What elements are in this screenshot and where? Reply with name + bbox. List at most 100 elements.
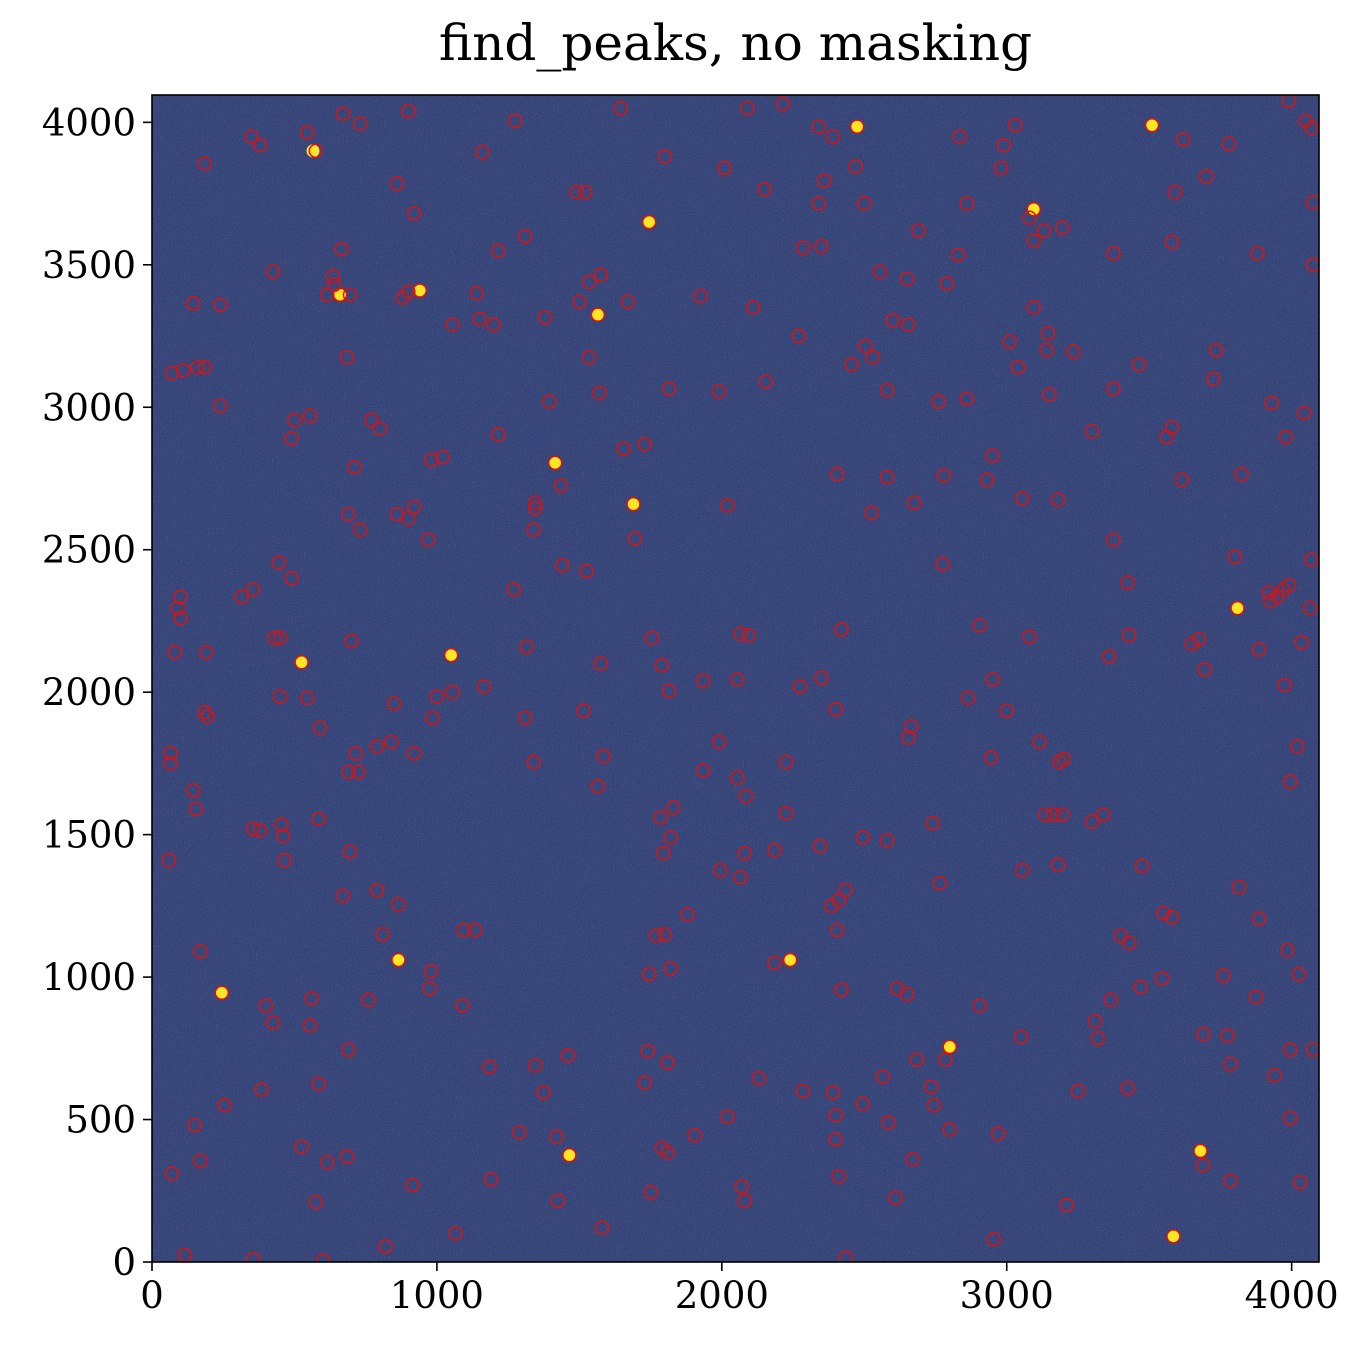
peak-marker-48 bbox=[334, 241, 349, 257]
peak-marker-358 bbox=[828, 1108, 844, 1123]
peak-marker-87 bbox=[1040, 325, 1056, 341]
peak-marker-136 bbox=[879, 469, 895, 485]
peak-marker-259 bbox=[1084, 814, 1100, 830]
peak-marker-363 bbox=[942, 1122, 958, 1137]
peak-marker-315 bbox=[899, 986, 915, 1002]
peak-marker-328 bbox=[1220, 1028, 1235, 1043]
peak-marker-295 bbox=[375, 927, 391, 942]
peak-marker-353 bbox=[1070, 1083, 1086, 1099]
peak-marker-274 bbox=[277, 853, 292, 868]
y-tick-label-1: 500 bbox=[65, 1099, 136, 1142]
peak-marker-82 bbox=[472, 311, 487, 327]
peak-marker-360 bbox=[1282, 1110, 1298, 1126]
peak-marker-149 bbox=[406, 499, 422, 515]
peak-marker-396 bbox=[378, 1239, 393, 1254]
peak-marker-264 bbox=[275, 828, 291, 844]
peak-marker-344 bbox=[1267, 1068, 1282, 1083]
peak-marker-267 bbox=[879, 833, 895, 848]
peak-marker-365 bbox=[990, 1126, 1006, 1142]
peak-marker-242 bbox=[341, 764, 356, 780]
peak-marker-178 bbox=[1302, 600, 1318, 616]
peak-marker-290 bbox=[1164, 910, 1180, 925]
peak-marker-362 bbox=[187, 1117, 202, 1133]
peak-marker-141 bbox=[553, 478, 569, 493]
y-axis: 0 500 1000 1500 2000 2500 3000 3500 4000 bbox=[42, 101, 152, 1284]
peak-marker-232 bbox=[163, 746, 178, 761]
peak-marker-252 bbox=[778, 806, 794, 821]
peak-marker-237 bbox=[1052, 754, 1067, 770]
peak-marker-379 bbox=[164, 1166, 180, 1181]
peak-marker-46 bbox=[911, 223, 926, 238]
peak-marker-320 bbox=[361, 992, 376, 1008]
peak-marker-230 bbox=[384, 734, 399, 750]
peak-marker-236 bbox=[983, 750, 999, 765]
peak-marker-17 bbox=[1144, 117, 1160, 133]
peak-marker-280 bbox=[932, 875, 948, 891]
peak-marker-50 bbox=[795, 240, 811, 255]
peak-marker-113 bbox=[542, 394, 557, 409]
peak-marker-160 bbox=[1304, 552, 1319, 567]
peak-marker-172 bbox=[1261, 585, 1277, 600]
peak-marker-187 bbox=[344, 633, 359, 649]
peak-marker-207 bbox=[476, 679, 492, 694]
peak-marker-305 bbox=[663, 961, 678, 976]
peak-marker-85 bbox=[885, 313, 901, 328]
peak-marker-95 bbox=[582, 350, 597, 365]
peak-marker-161 bbox=[271, 555, 287, 570]
peak-marker-306 bbox=[423, 964, 439, 979]
peak-marker-250 bbox=[666, 800, 681, 815]
peak-marker-271 bbox=[737, 845, 752, 861]
peak-marker-399 bbox=[315, 1253, 331, 1262]
peak-marker-330 bbox=[1090, 1031, 1106, 1046]
y-tick-label-7: 3500 bbox=[42, 244, 136, 287]
peak-marker-147 bbox=[720, 498, 735, 513]
peak-marker-314 bbox=[834, 982, 849, 998]
peak-marker-116 bbox=[1264, 395, 1279, 411]
peak-marker-327 bbox=[1196, 1026, 1211, 1042]
peak-marker-214 bbox=[300, 690, 315, 706]
peak-marker-28 bbox=[993, 160, 1009, 176]
peak-marker-338 bbox=[938, 1052, 953, 1067]
peak-marker-312 bbox=[422, 981, 438, 996]
peak-marker-110 bbox=[1106, 381, 1121, 396]
peak-marker-299 bbox=[1121, 935, 1137, 951]
peak-marker-74 bbox=[620, 294, 636, 310]
peak-marker-37 bbox=[406, 206, 422, 221]
peak-marker-32 bbox=[757, 182, 772, 197]
peak-marker-238 bbox=[1056, 751, 1071, 767]
peak-marker-135 bbox=[829, 466, 845, 482]
peak-marker-298 bbox=[657, 927, 673, 942]
peak-marker-64 bbox=[582, 274, 597, 290]
peak-marker-331 bbox=[942, 1039, 958, 1055]
peak-marker-342 bbox=[875, 1069, 891, 1085]
y-tick-label-2: 1000 bbox=[42, 956, 136, 999]
peak-marker-65 bbox=[939, 276, 955, 291]
peak-marker-45 bbox=[1055, 220, 1070, 236]
peak-marker-119 bbox=[287, 412, 302, 428]
peak-marker-326 bbox=[1087, 1013, 1103, 1029]
peak-marker-192 bbox=[1294, 635, 1309, 650]
peak-marker-196 bbox=[198, 645, 214, 660]
peak-marker-163 bbox=[935, 556, 950, 572]
peak-marker-134 bbox=[547, 455, 563, 471]
peak-marker-125 bbox=[490, 427, 506, 442]
peak-marker-109 bbox=[1042, 387, 1057, 402]
peak-marker-221 bbox=[576, 703, 591, 718]
peak-marker-222 bbox=[425, 710, 440, 726]
peak-marker-266 bbox=[855, 830, 871, 845]
peak-marker-92 bbox=[1039, 343, 1054, 358]
peak-marker-354 bbox=[1223, 1056, 1238, 1072]
peak-marker-115 bbox=[959, 391, 975, 406]
peak-marker-199 bbox=[294, 655, 309, 670]
peak-marker-191 bbox=[1184, 636, 1200, 651]
peak-marker-374 bbox=[905, 1152, 920, 1167]
peak-marker-156 bbox=[421, 532, 436, 547]
peak-marker-243 bbox=[351, 764, 366, 780]
peak-marker-77 bbox=[213, 297, 228, 312]
peak-marker-1 bbox=[253, 137, 268, 153]
peak-marker-90 bbox=[1208, 343, 1224, 358]
peak-marker-49 bbox=[490, 243, 506, 258]
peak-marker-12 bbox=[825, 129, 841, 144]
peak-marker-7 bbox=[508, 113, 523, 129]
